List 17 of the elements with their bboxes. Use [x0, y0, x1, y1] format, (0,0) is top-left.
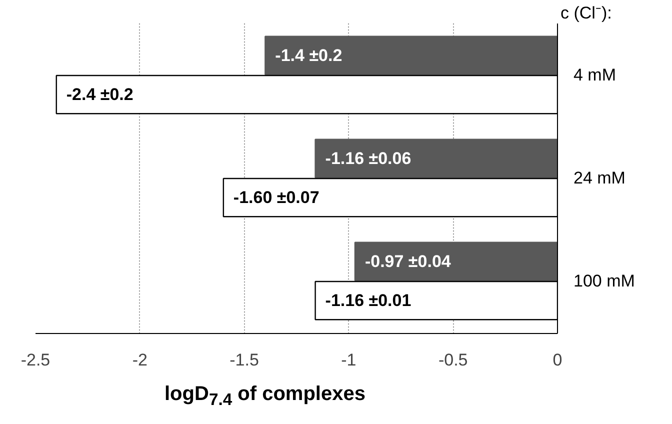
data-label: -1.60 ±0.07 [233, 188, 320, 208]
data-label: -1.16 ±0.06 [325, 148, 412, 168]
x-tick-label: -1.5 [230, 350, 259, 370]
y-tick-label: 24 mM [574, 168, 626, 188]
y-axis-title: c (Cl⁻): [560, 4, 612, 22]
data-label: -1.16 ±0.01 [325, 291, 412, 310]
x-tick-label: -0.5 [438, 350, 468, 370]
x-tick-label: 0 [552, 350, 562, 370]
data-label: -0.97 ±0.04 [364, 252, 452, 271]
data-label: -2.4 ±0.2 [66, 85, 134, 104]
x-tick-label: -1 [341, 350, 356, 370]
x-axis-title: logD$_{7.4}$ of complexes [164, 382, 366, 411]
y-tick-label: 100 mM [574, 271, 635, 290]
data-label: -1.4 ±0.2 [275, 46, 342, 65]
y-tick-label: 4 mM [574, 65, 616, 84]
x-tick-label: -2 [132, 350, 148, 370]
x-tick-label: -2.5 [20, 350, 50, 370]
